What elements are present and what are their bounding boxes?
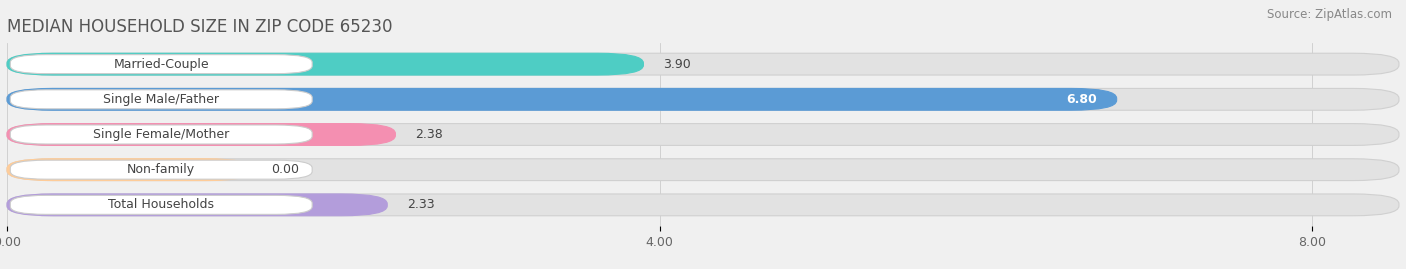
Text: Source: ZipAtlas.com: Source: ZipAtlas.com: [1267, 8, 1392, 21]
FancyBboxPatch shape: [7, 53, 1399, 75]
FancyBboxPatch shape: [7, 53, 644, 75]
FancyBboxPatch shape: [7, 89, 1116, 110]
Text: 0.00: 0.00: [271, 163, 299, 176]
Text: 2.38: 2.38: [415, 128, 443, 141]
Text: Non-family: Non-family: [127, 163, 195, 176]
Text: Single Male/Father: Single Male/Father: [103, 93, 219, 106]
FancyBboxPatch shape: [7, 123, 395, 146]
FancyBboxPatch shape: [10, 125, 312, 144]
Text: Single Female/Mother: Single Female/Mother: [93, 128, 229, 141]
FancyBboxPatch shape: [7, 123, 1399, 146]
Text: 2.33: 2.33: [406, 198, 434, 211]
FancyBboxPatch shape: [7, 194, 387, 216]
FancyBboxPatch shape: [10, 160, 312, 179]
Text: MEDIAN HOUSEHOLD SIZE IN ZIP CODE 65230: MEDIAN HOUSEHOLD SIZE IN ZIP CODE 65230: [7, 18, 392, 36]
FancyBboxPatch shape: [10, 195, 312, 214]
FancyBboxPatch shape: [10, 55, 312, 74]
Text: Married-Couple: Married-Couple: [114, 58, 209, 71]
FancyBboxPatch shape: [7, 194, 1399, 216]
FancyBboxPatch shape: [7, 89, 1399, 110]
Text: 3.90: 3.90: [664, 58, 690, 71]
Text: 6.80: 6.80: [1066, 93, 1097, 106]
FancyBboxPatch shape: [7, 159, 252, 180]
Text: Total Households: Total Households: [108, 198, 214, 211]
FancyBboxPatch shape: [7, 159, 1399, 180]
FancyBboxPatch shape: [10, 90, 312, 109]
